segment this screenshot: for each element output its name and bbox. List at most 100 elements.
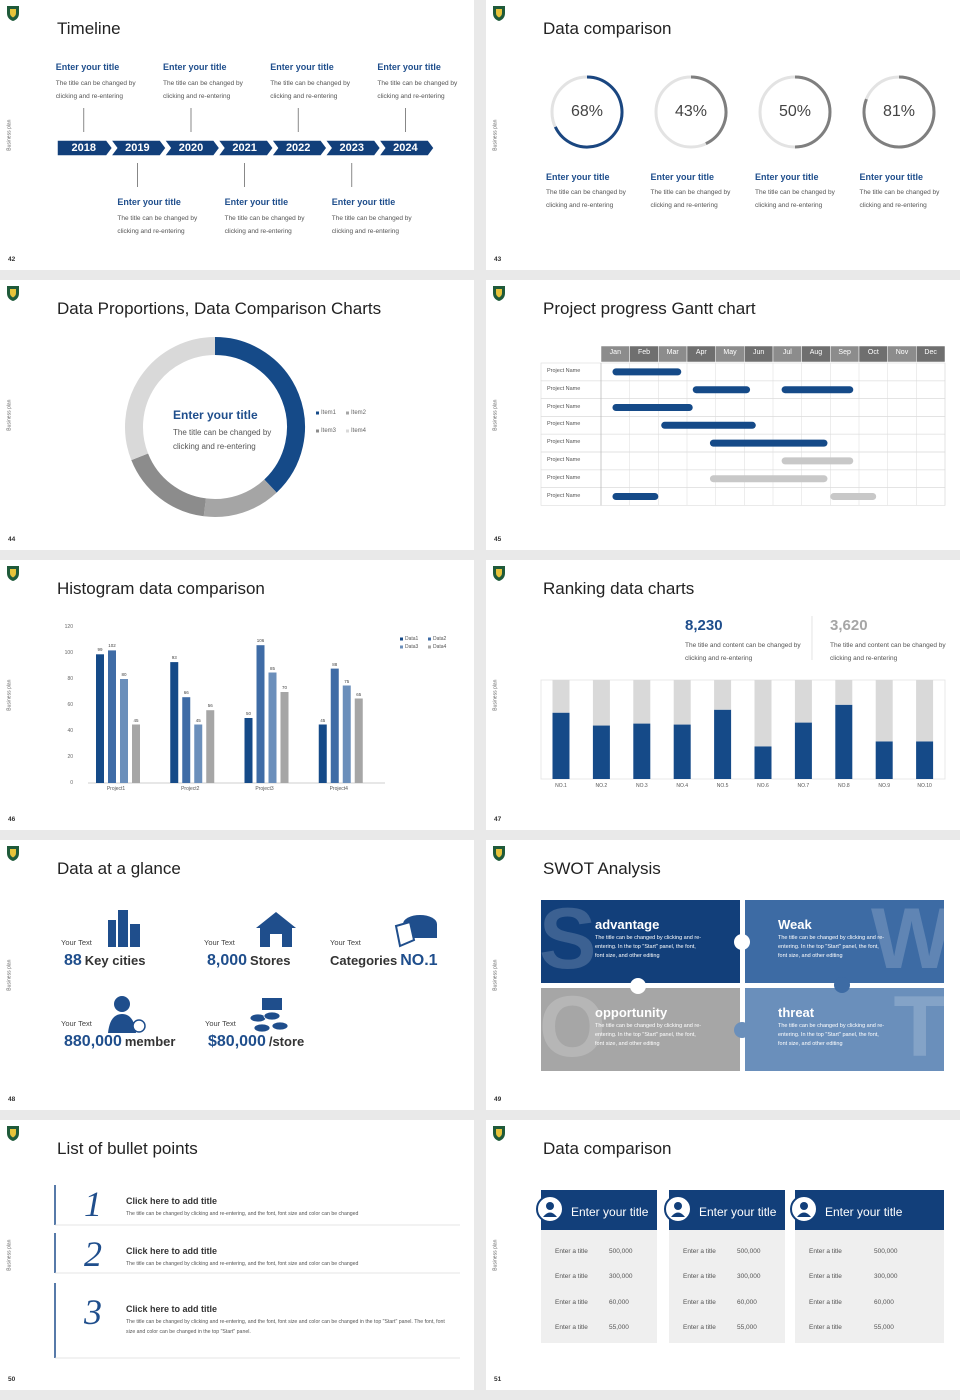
stat-label: Your Text <box>330 938 361 947</box>
side-label: Business plan <box>6 679 13 711</box>
page-number: 45 <box>494 536 502 543</box>
gantt-bar <box>692 386 751 394</box>
legend-swatch <box>428 645 431 649</box>
event-title: Enter your title <box>270 62 334 72</box>
slide: Business plan 42 Timeline 2018 2019 2020 2021 2… <box>0 0 474 270</box>
x-tick-label: NO.5 <box>716 783 729 789</box>
stat-unit: member <box>124 1034 176 1049</box>
icon <box>249 1013 267 1023</box>
year-label: 2022 <box>285 142 311 154</box>
row-cell <box>540 398 946 417</box>
page-number: 50 <box>8 1376 16 1383</box>
legend-label: Item1 <box>321 410 337 416</box>
bar <box>268 672 277 783</box>
slide-title: Data comparison <box>543 19 672 38</box>
slide-graphics <box>493 286 946 506</box>
row-value: 55,000 <box>874 1323 894 1331</box>
stat-text: The title and content can be changed by … <box>830 642 946 662</box>
logo <box>496 849 502 858</box>
percent-label: 81% <box>882 103 916 120</box>
row-label: Enter a title <box>683 1248 716 1255</box>
card-icon <box>797 1212 811 1217</box>
timeline-segment <box>323 139 382 157</box>
row-label: Enter a title <box>555 1273 588 1281</box>
slide-title: Data comparison <box>543 1139 672 1158</box>
timeline-segment <box>109 139 168 157</box>
bar-value-label: 50 <box>245 711 251 716</box>
stat-line: 8,000 Stores <box>204 951 291 971</box>
year-label: 2018 <box>71 142 97 154</box>
x-tick-label: NO.6 <box>757 783 769 789</box>
stacked-bar <box>714 680 732 710</box>
stat-line: 88 Key cities <box>61 951 146 971</box>
x-tick-label: NO.3 <box>635 783 648 789</box>
swot-letter: W <box>871 891 953 987</box>
card-body <box>795 1230 944 1343</box>
stat-unit: Key cities <box>84 953 146 968</box>
stat-value: 88 <box>64 952 82 969</box>
x-tick-label: NO.7 <box>797 783 810 789</box>
month-label: Aug <box>809 349 823 356</box>
row-cell <box>540 451 946 471</box>
event-text: The title can be changed by clicking and… <box>331 215 412 235</box>
row-label: Enter a title <box>809 1298 842 1306</box>
slide-graphics <box>493 1126 944 1343</box>
bar-value-label: 93 <box>171 655 177 661</box>
legend-label: Data4 <box>433 644 447 650</box>
swot-title: Weak <box>778 917 812 932</box>
stat-prefix: Categories <box>330 953 398 968</box>
swot-letter: O <box>539 979 606 1075</box>
card-icon <box>800 1202 808 1210</box>
row-label: Enter a title <box>809 1323 842 1331</box>
swot-panel <box>745 900 944 983</box>
item-text: The title can be changed by clicking and… <box>650 189 731 209</box>
icon <box>118 910 128 947</box>
stat-label: Your Text <box>61 938 92 947</box>
slide-title: Timeline <box>57 19 121 38</box>
stat-value: 8,000 <box>207 952 248 969</box>
y-tick-label: 100 <box>64 649 73 656</box>
slide-graphics <box>493 6 936 149</box>
row-value: 500,000 <box>874 1248 898 1255</box>
page-number: 48 <box>8 1096 16 1103</box>
page-number: 46 <box>8 816 16 823</box>
card-icon <box>674 1202 682 1210</box>
swot-letter: T <box>893 979 946 1075</box>
bar <box>194 724 203 783</box>
month-label: Dec <box>924 349 937 356</box>
month-label: Feb <box>637 349 651 356</box>
bar <box>330 668 339 783</box>
y-tick-label: 0 <box>70 779 73 786</box>
slide-graphics <box>493 846 944 1071</box>
bar-value-label: 45 <box>320 717 326 723</box>
card-icon <box>546 1202 554 1210</box>
event-text: The title can be changed by clicking and… <box>270 80 351 100</box>
slide: Business plan 47 Ranking data charts 8,230 T… <box>486 560 960 830</box>
y-tick-label: 80 <box>67 675 73 682</box>
stat-line: $80,000/store <box>205 1032 304 1052</box>
gantt-bar <box>781 457 854 465</box>
slide-graphics <box>7 286 349 517</box>
row-label: Project Name <box>547 439 581 446</box>
stat-line: 880,000 member <box>61 1032 175 1052</box>
legend-label: Data2 <box>433 636 447 642</box>
x-tick-label: Project4 <box>329 786 348 792</box>
page-number: 47 <box>494 816 502 823</box>
legend-swatch <box>346 411 349 415</box>
side-label: Business plan <box>492 959 499 991</box>
event-text: The title can be changed by clicking and… <box>117 215 198 235</box>
gantt-bar <box>709 475 828 483</box>
swot-title: advantage <box>595 917 660 932</box>
bar-value-label: 85 <box>269 665 275 671</box>
row-label: Project Name <box>547 492 581 499</box>
year-label: 2023 <box>339 142 365 154</box>
month-label: Oct <box>867 349 879 356</box>
y-tick-label: 40 <box>67 727 73 734</box>
month-label: Mar <box>666 349 679 356</box>
stacked-bar <box>592 725 610 779</box>
x-tick-label: NO.8 <box>837 783 850 789</box>
x-tick-label: Project1 <box>106 786 126 792</box>
row-label: Enter a title <box>809 1248 842 1255</box>
card-title: Enter your title <box>825 1205 903 1219</box>
page-number: 43 <box>494 256 502 263</box>
